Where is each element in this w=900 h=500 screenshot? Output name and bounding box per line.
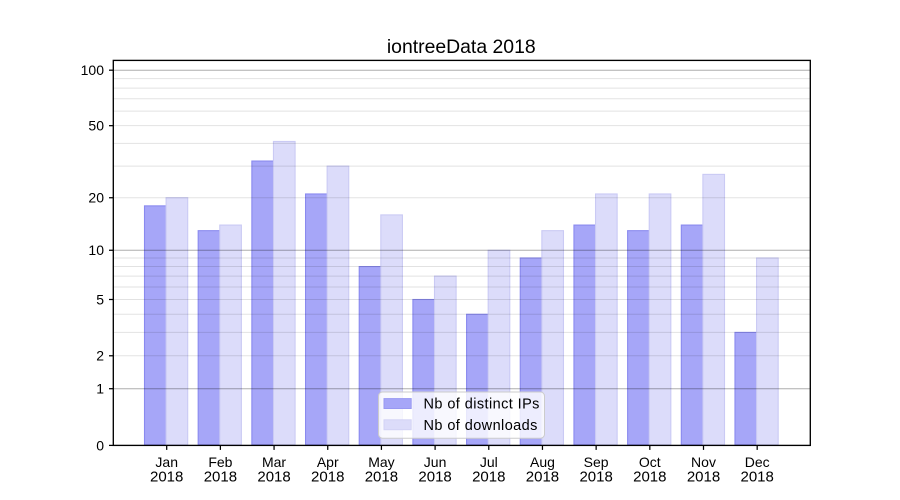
- svg-text:1: 1: [96, 381, 104, 397]
- svg-text:Nov: Nov: [691, 454, 716, 470]
- svg-text:2018: 2018: [633, 469, 666, 486]
- svg-text:2018: 2018: [687, 469, 720, 486]
- svg-text:50: 50: [88, 118, 104, 134]
- svg-text:Dec: Dec: [745, 454, 770, 470]
- svg-text:Oct: Oct: [639, 454, 661, 470]
- svg-text:Nb of downloads: Nb of downloads: [424, 418, 538, 434]
- svg-text:20: 20: [88, 190, 104, 206]
- svg-text:Jul: Jul: [480, 454, 498, 470]
- svg-text:2018: 2018: [365, 469, 398, 486]
- svg-text:Feb: Feb: [208, 454, 232, 470]
- svg-text:2018: 2018: [740, 469, 773, 486]
- svg-text:2018: 2018: [257, 469, 290, 486]
- svg-text:0: 0: [96, 437, 104, 453]
- svg-text:Sep: Sep: [584, 454, 609, 470]
- svg-text:2018: 2018: [579, 469, 612, 486]
- svg-text:iontreeData 2018: iontreeData 2018: [387, 36, 536, 58]
- svg-text:100: 100: [81, 62, 105, 78]
- svg-text:Mar: Mar: [262, 454, 286, 470]
- svg-text:Nb of distinct IPs: Nb of distinct IPs: [424, 397, 540, 413]
- svg-text:10: 10: [88, 242, 104, 258]
- svg-text:Jun: Jun: [424, 454, 447, 470]
- svg-text:2: 2: [96, 348, 104, 364]
- svg-text:May: May: [368, 454, 394, 470]
- svg-text:2018: 2018: [150, 469, 183, 486]
- svg-text:5: 5: [96, 291, 104, 307]
- svg-text:2018: 2018: [418, 469, 451, 486]
- svg-text:2018: 2018: [204, 469, 237, 486]
- svg-text:2018: 2018: [526, 469, 559, 486]
- svg-text:2018: 2018: [472, 469, 505, 486]
- svg-text:Apr: Apr: [317, 454, 339, 470]
- svg-text:Jan: Jan: [155, 454, 178, 470]
- svg-text:2018: 2018: [311, 469, 344, 486]
- svg-text:Aug: Aug: [530, 454, 555, 470]
